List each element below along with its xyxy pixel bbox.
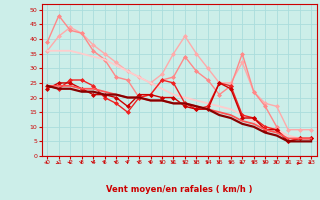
X-axis label: Vent moyen/en rafales ( km/h ): Vent moyen/en rafales ( km/h ) bbox=[106, 185, 252, 194]
